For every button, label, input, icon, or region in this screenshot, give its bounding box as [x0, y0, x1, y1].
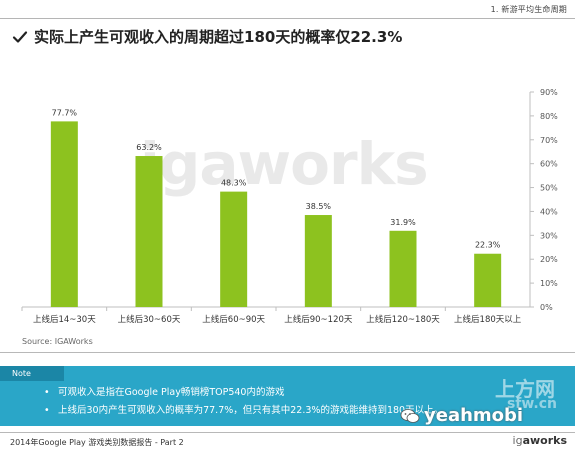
x-tick-label: 上线后14~30天	[33, 314, 96, 325]
y-tick-label: 80%	[540, 112, 558, 121]
bar	[304, 215, 332, 307]
check-icon	[12, 30, 28, 43]
y-tick-label: 90%	[540, 88, 558, 97]
note-tab: Note	[0, 366, 64, 381]
wechat-icon	[400, 408, 420, 423]
note-item: 上线后30内产生可观收入的概率为77.7%，但只有其中22.3%的游戏能维持到1…	[44, 402, 443, 420]
note-panel: Note 可观收入是指在Google Play畅销榜TOP540内的游戏 上线后…	[0, 366, 575, 426]
bar-value-label: 22.3%	[475, 241, 501, 250]
y-tick-label: 10%	[540, 279, 558, 288]
footer-report-title: 2014年Google Play 游戏类别数据报告 - Part 2	[10, 438, 184, 447]
bar-chart: 0% 10% 20% 30% 40% 50% 60% 70% 80% 90% 77.7% 上线后14~…	[21, 88, 558, 325]
bar	[135, 156, 163, 307]
footer-logo-suffix: aworks	[522, 434, 567, 447]
y-tick-label: 50%	[540, 184, 558, 193]
bar	[474, 253, 502, 307]
bar	[50, 121, 78, 307]
footer-rule	[0, 432, 575, 433]
note-list: 可观收入是指在Google Play畅销榜TOP540内的游戏 上线后30内产生…	[44, 384, 443, 420]
source-rule	[0, 352, 575, 353]
x-tick-label: 上线后30~60天	[118, 314, 181, 325]
x-tick-label: 上线后60~90天	[202, 314, 265, 325]
section-tag: 1. 新游平均生命周期	[490, 5, 567, 14]
y-tick-label: 60%	[540, 160, 558, 169]
wechat-watermark: yeahmobi	[400, 405, 523, 426]
bar-value-label: 31.9%	[390, 218, 416, 227]
header-rule	[0, 18, 575, 19]
bar-value-label: 38.5%	[306, 202, 332, 211]
bar	[220, 191, 248, 307]
y-tick-label: 0%	[540, 303, 553, 312]
bar-value-label: 48.3%	[221, 179, 247, 188]
x-tick-label: 上线后90~120天	[284, 314, 353, 325]
bar-value-label: 63.2%	[136, 143, 162, 152]
y-tick-label: 40%	[540, 207, 558, 216]
x-tick-label: 上线后120~180天	[366, 314, 440, 325]
headline: 实际上产生可观收入的周期超过180天的概率仅22.3%	[12, 26, 402, 47]
footer-logo-prefix: ig	[512, 434, 523, 447]
site-logo: 上方网	[495, 377, 555, 401]
y-tick-label: 30%	[540, 231, 558, 240]
y-tick-label: 70%	[540, 136, 558, 145]
bar-value-label: 77.7%	[52, 108, 78, 117]
bar	[389, 230, 417, 307]
note-item: 可观收入是指在Google Play畅销榜TOP540内的游戏	[44, 384, 443, 402]
headline-text: 实际上产生可观收入的周期超过180天的概率仅22.3%	[34, 28, 403, 46]
site-domain: sfw.cn	[506, 396, 557, 412]
wechat-handle: yeahmobi	[424, 405, 524, 426]
source-note: Source: IGAWorks	[22, 337, 93, 346]
y-tick-label: 20%	[540, 255, 558, 264]
x-tick-label: 上线后180天以上	[454, 314, 522, 325]
footer-logo: igaworks	[513, 434, 567, 447]
